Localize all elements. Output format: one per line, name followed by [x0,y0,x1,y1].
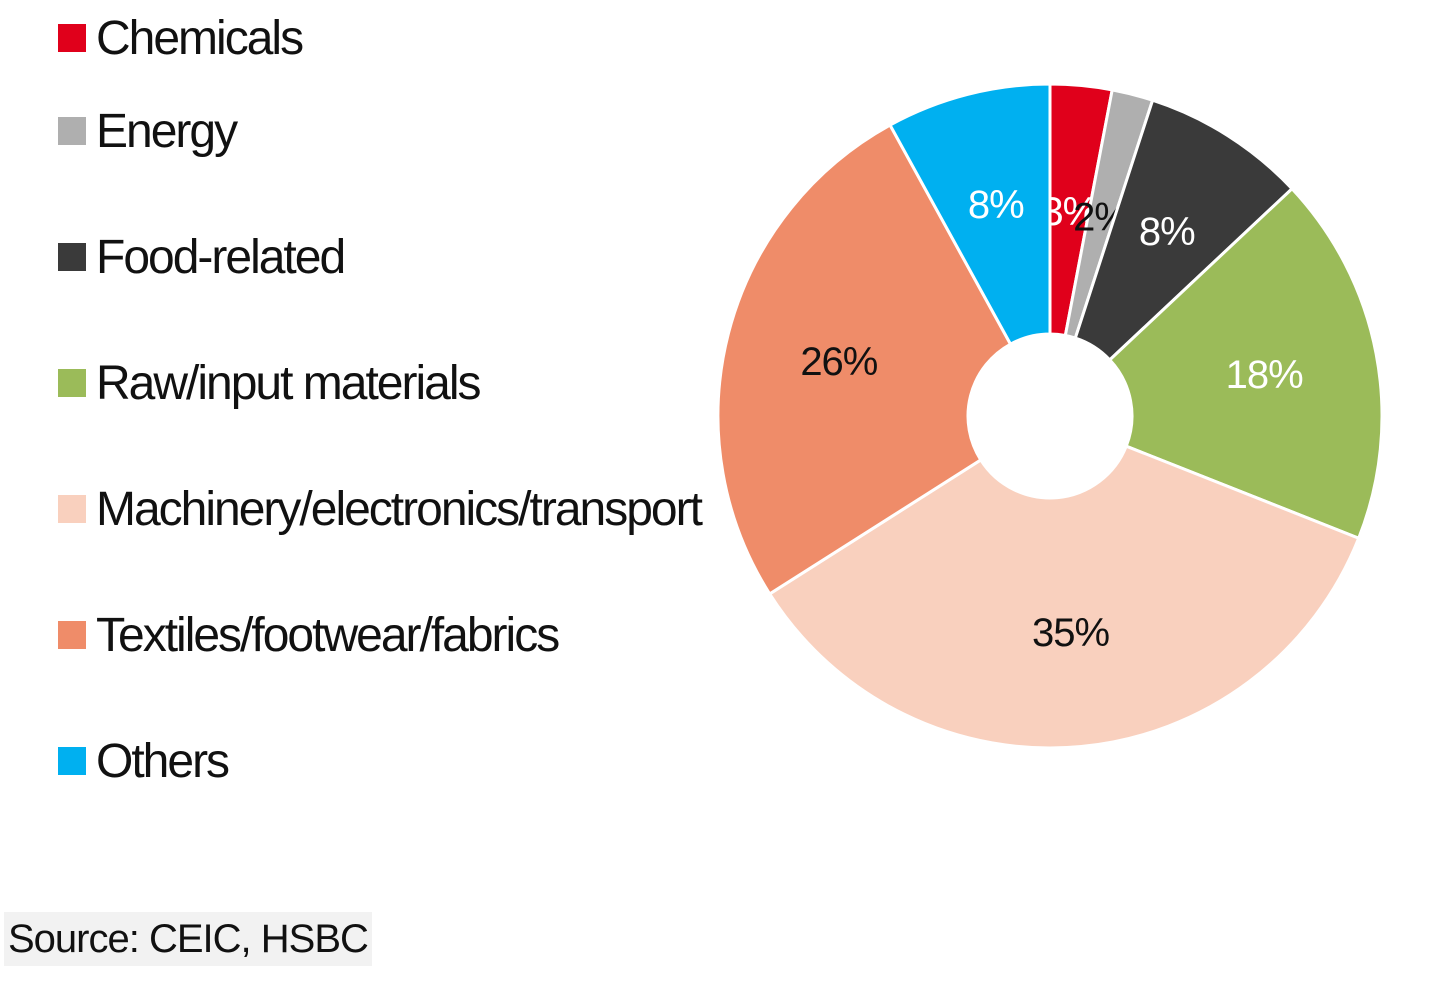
legend-label: Food-related [96,230,346,284]
legend-item: Chemicals [58,8,701,68]
legend-swatch [58,747,86,775]
slice-data-label: 26% [800,340,877,384]
legend-item: Others [58,698,701,824]
legend-swatch [58,243,86,271]
legend-item: Machinery/electronics/transport [58,446,703,572]
donut-slice [888,82,1052,347]
donut-slice [767,444,1361,750]
slice-data-label: 8% [968,183,1024,227]
legend-item: Energy [58,68,701,194]
donut-slice [1073,98,1295,362]
source-note: Source: CEIC, HSBC [4,912,372,966]
chart-legend: Chemicals Energy Food-related Raw/input mat… [58,8,703,824]
donut-slice [716,123,1013,596]
legend-item: Food-related [58,194,701,320]
legend-label: Energy [96,104,238,158]
donut-chart: 3%2% 8%18%35%26%8% [716,82,1384,750]
legend-swatch [58,369,86,397]
slice-data-label: 35% [1032,611,1109,655]
donut-slice [1107,186,1384,541]
legend-label: Others [96,734,230,788]
legend-swatch [58,495,86,523]
legend-label: Chemicals [96,11,304,65]
legend-item: Textiles/footwear/fabrics [58,572,701,698]
legend-swatch [58,621,86,649]
legend-label: Machinery/electronics/transport [96,482,703,536]
slice-data-label: 8% [1139,210,1195,254]
legend-label: Textiles/footwear/fabrics [96,608,560,662]
legend-label: Raw/input materials [96,356,481,410]
legend-swatch [58,24,86,52]
slice-data-label: 18% [1226,353,1303,397]
legend-item: Raw/input materials [58,320,701,446]
legend-swatch [58,117,86,145]
